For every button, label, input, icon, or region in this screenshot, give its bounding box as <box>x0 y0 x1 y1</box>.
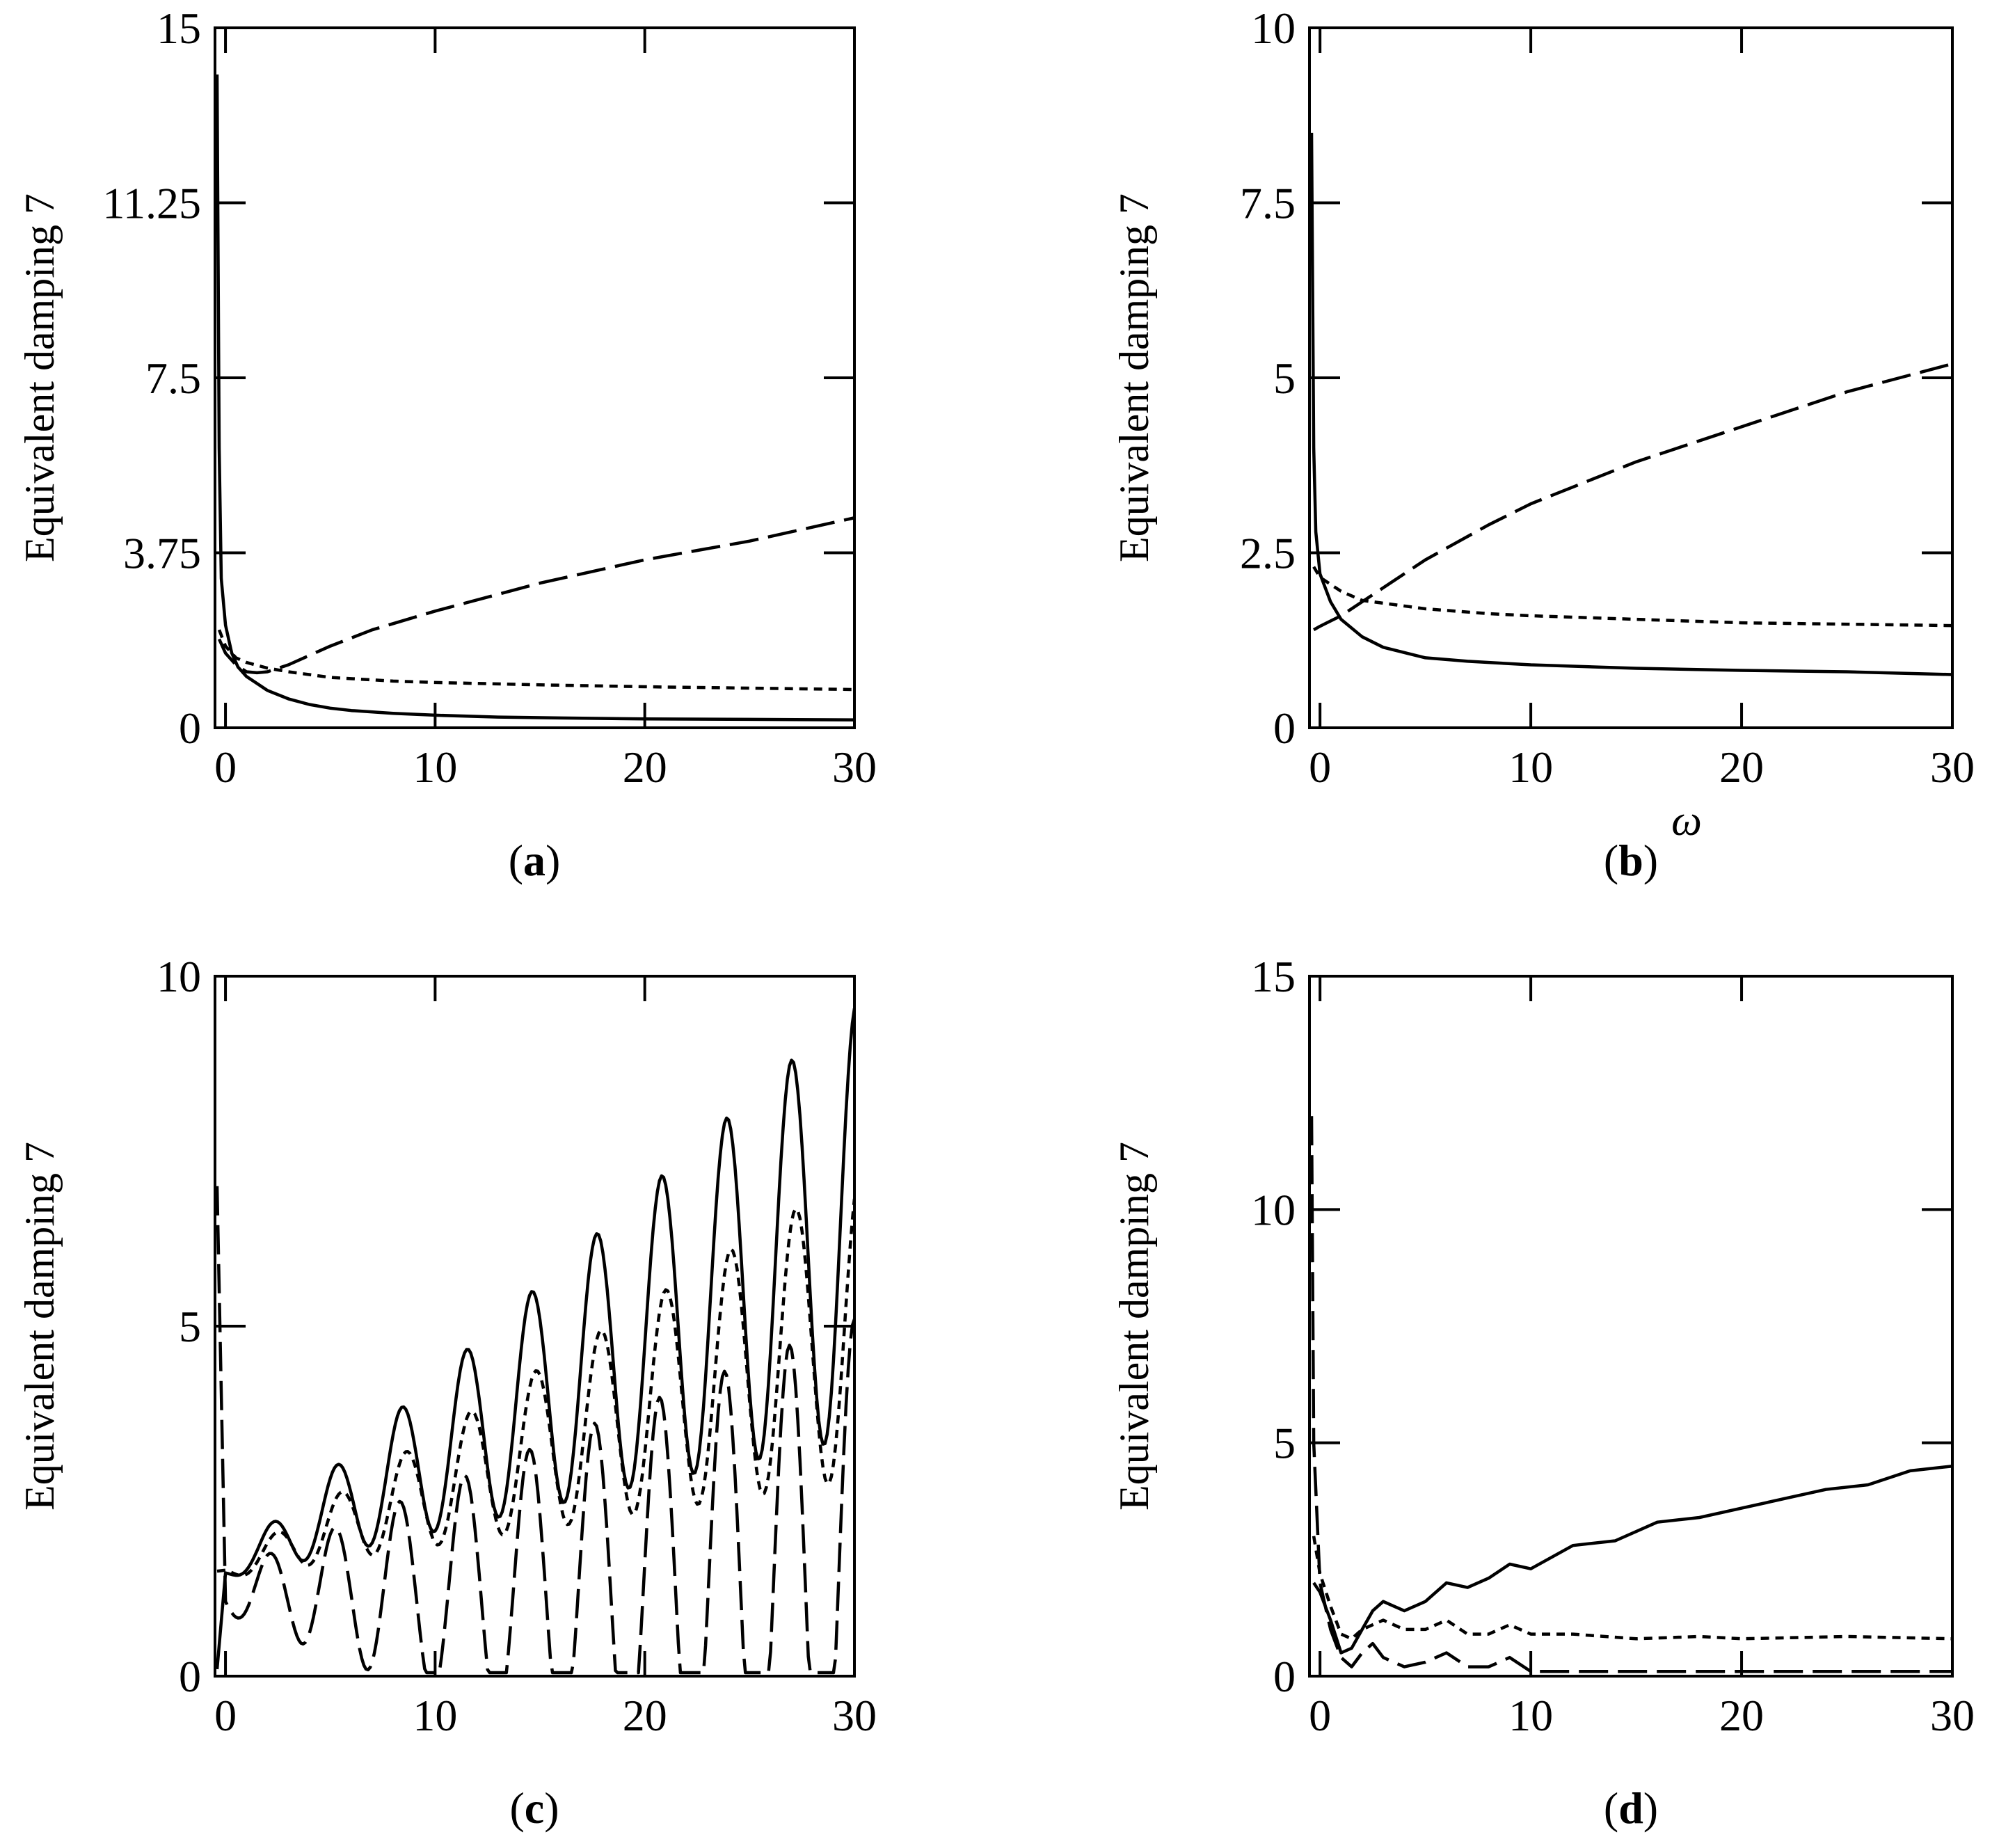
series-dashed-c <box>215 1186 854 1675</box>
x-tick-label-d-0: 0 <box>1309 1691 1331 1740</box>
y-tick-label-b-0: 0 <box>1273 703 1296 753</box>
panel-caption-d: (d) <box>1604 1783 1658 1833</box>
x-tick-label-c-3: 30 <box>832 1691 877 1740</box>
y-tick-label-b-4: 10 <box>1251 3 1296 53</box>
chart-panel-d: 0 5 10 15 0 10 20 30 Equivalent damping 7 (d) <box>1111 952 1975 1833</box>
x-tick-label-a-3: 30 <box>832 742 877 792</box>
y-tick-label-b-1: 2.5 <box>1240 529 1296 578</box>
series-solid-d <box>1312 1464 1952 1655</box>
x-tick-label-c-1: 10 <box>413 1691 457 1740</box>
chart-panel-c: 0 5 10 0 10 20 30 Equivalent damping 7 (c) <box>17 952 877 1833</box>
x-tick-label-c-2: 20 <box>623 1691 667 1740</box>
plot-frame-d <box>1308 975 1954 1678</box>
x-tick-label-b-3: 30 <box>1930 742 1975 792</box>
panel-caption-b: (b) <box>1604 836 1658 885</box>
x-tick-label-d-3: 30 <box>1930 1691 1975 1740</box>
y-axis-label-a: Equivalent damping 7 <box>17 193 63 562</box>
y-tick-label-c-1: 5 <box>179 1302 201 1351</box>
x-tick-label-b-0: 0 <box>1309 742 1331 792</box>
x-tick-label-a-2: 20 <box>623 742 667 792</box>
chart-panel-a: 0 3.75 7.5 11.25 15 0 10 20 30 Equivalent damping… <box>17 3 877 885</box>
series-dashed-b <box>1312 362 1952 632</box>
panel-caption-a: (a) <box>509 836 561 885</box>
y-tick-label-b-2: 5 <box>1273 353 1296 403</box>
y-tick-label-a-2: 7.5 <box>145 353 201 403</box>
x-tick-label-b-2: 20 <box>1719 742 1764 792</box>
y-tick-label-a-1: 3.75 <box>123 529 201 578</box>
y-tick-label-d-2: 10 <box>1251 1185 1296 1234</box>
y-axis-label-b: Equivalent damping 7 <box>1111 193 1157 562</box>
series-dotted-a <box>217 629 854 692</box>
panel-caption-c: (c) <box>509 1783 559 1833</box>
series-solid-b <box>1309 132 1952 676</box>
series-dashed-a <box>217 516 854 675</box>
y-tick-label-c-0: 0 <box>179 1652 201 1701</box>
x-axis-label-b: ω <box>1671 797 1702 845</box>
y-axis-label-c: Equivalent damping 7 <box>17 1142 63 1511</box>
y-tick-label-a-3: 11.25 <box>102 179 201 228</box>
x-tick-label-d-2: 20 <box>1719 1691 1764 1740</box>
series-dotted-b <box>1312 566 1952 628</box>
y-axis-label-d: Equivalent damping 7 <box>1111 1142 1157 1511</box>
chart-panel-b: 0 2.5 5 7.5 10 0 10 20 30 Equivalent damping 7 ω (b… <box>1111 3 1975 885</box>
y-tick-label-a-4: 15 <box>157 3 201 53</box>
y-tick-label-d-1: 5 <box>1273 1419 1296 1468</box>
y-tick-label-d-3: 15 <box>1251 952 1296 1001</box>
x-tick-label-c-0: 0 <box>214 1691 237 1740</box>
series-dotted-d <box>1312 1536 1952 1641</box>
y-tick-label-a-0: 0 <box>179 703 201 753</box>
x-tick-label-a-0: 0 <box>214 742 237 792</box>
series-dotted-c <box>216 1198 854 1577</box>
y-tick-label-d-0: 0 <box>1273 1652 1296 1701</box>
y-tick-label-c-2: 10 <box>157 952 201 1001</box>
series-solid-a <box>215 74 854 722</box>
y-tick-label-b-3: 7.5 <box>1240 179 1296 228</box>
x-tick-label-b-1: 10 <box>1508 742 1553 792</box>
x-tick-label-d-1: 10 <box>1508 1691 1553 1740</box>
x-tick-label-a-1: 10 <box>413 742 457 792</box>
series-dashed-d <box>1309 1116 1952 1673</box>
